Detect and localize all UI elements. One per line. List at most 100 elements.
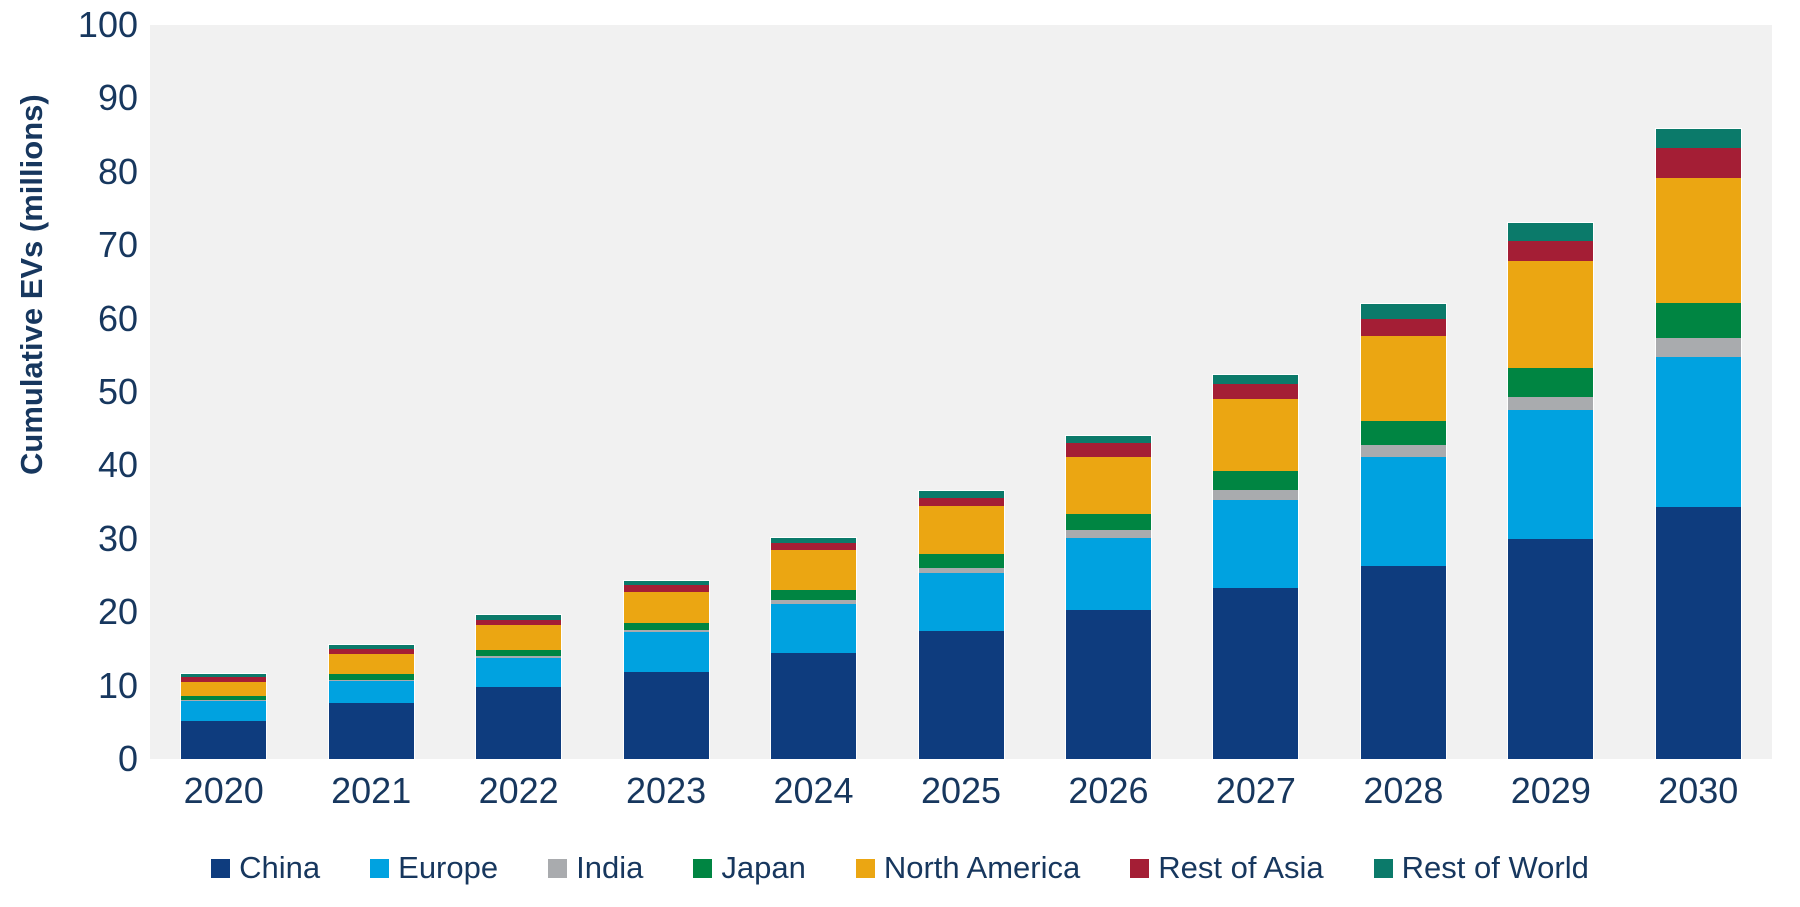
bar-segment-rest-of-asia — [623, 585, 709, 592]
y-tick-label: 10 — [97, 664, 138, 706]
bar-segment-rest-of-asia — [1065, 443, 1151, 457]
bar-segment-rest-of-world — [771, 538, 857, 544]
bar-segment-india — [1360, 444, 1446, 458]
bar-segment-japan — [623, 623, 709, 630]
legend-label: North America — [883, 850, 1081, 885]
bar-segment-north-america — [623, 591, 709, 624]
bar-segment-japan — [1655, 303, 1741, 339]
x-tick-label: 2020 — [183, 770, 264, 811]
bar-segment-japan — [1213, 470, 1299, 491]
legend-swatch-icon — [370, 858, 390, 878]
bar-segment-europe — [476, 657, 562, 688]
y-tick-label: 40 — [97, 444, 138, 486]
y-tick-label: 60 — [97, 297, 138, 339]
bar-segment-india — [918, 568, 1004, 574]
bar-segment-japan — [1360, 421, 1446, 445]
bar-2026 — [1064, 435, 1152, 760]
bar-segment-rest-of-asia — [1508, 240, 1594, 261]
bar-segment-rest-of-asia — [1360, 318, 1446, 337]
bar-segment-china — [328, 703, 414, 759]
x-tick-label: 2021 — [331, 770, 412, 811]
legend: China Europe India Japan North America Rest o… — [0, 845, 1800, 891]
bar-segment-china — [1213, 587, 1299, 759]
bar-segment-north-america — [1065, 456, 1151, 514]
legend-item-rest-of-asia: Rest of Asia — [1130, 850, 1324, 886]
bar-segment-rest-of-asia — [181, 676, 267, 682]
bar-segment-india — [1655, 338, 1741, 357]
bar-segment-rest-of-world — [623, 580, 709, 586]
bar-segment-china — [1065, 610, 1151, 759]
x-tick-label: 2025 — [920, 770, 1002, 811]
x-tick-label: 2030 — [1658, 770, 1739, 811]
x-tick-label: 2023 — [626, 770, 707, 811]
bar-segment-north-america — [476, 625, 562, 650]
bar-segment-japan — [328, 673, 414, 680]
bar-segment-rest-of-world — [1508, 223, 1594, 241]
legend-swatch-icon — [548, 858, 568, 878]
bar-segment-china — [1508, 538, 1594, 759]
bar-segment-rest-of-world — [328, 645, 414, 649]
plot-area — [150, 25, 1772, 761]
y-tick-label: 90 — [97, 77, 138, 119]
bar-segment-china — [181, 720, 267, 759]
x-tick-label: 2024 — [773, 770, 854, 811]
bar-segment-north-america — [181, 681, 267, 696]
legend-swatch-icon — [855, 858, 875, 878]
x-tick-label: 2022 — [478, 770, 559, 811]
bar-segment-china — [623, 671, 709, 759]
bar-segment-europe — [181, 701, 267, 721]
bar-segment-india — [476, 655, 562, 658]
bar-segment-rest-of-world — [476, 615, 562, 620]
bar-segment-china — [1360, 565, 1446, 759]
bar-segment-europe — [1508, 410, 1594, 539]
y-tick-label: 70 — [97, 224, 138, 266]
legend-label: Rest of World — [1401, 850, 1589, 885]
y-tick-label: 100 — [77, 4, 138, 45]
legend-item-rest-of-world: Rest of World — [1373, 850, 1589, 886]
bar-segment-india — [328, 679, 414, 681]
bar-segment-europe — [623, 632, 709, 672]
bar-segment-europe — [1655, 356, 1741, 508]
bar-segment-north-america — [918, 505, 1004, 555]
y-axis-title: Cumulative EVs (millions) — [14, 94, 49, 476]
bar-2025 — [917, 490, 1005, 760]
bar-segment-japan — [1508, 367, 1594, 398]
bar-segment-europe — [1360, 457, 1446, 566]
bar-segment-india — [1213, 490, 1299, 500]
legend-swatch-icon — [693, 858, 713, 878]
bar-segment-north-america — [1360, 336, 1446, 422]
bar-2024 — [770, 537, 858, 760]
bar-segment-north-america — [1655, 177, 1741, 304]
bar-segment-rest-of-asia — [918, 498, 1004, 506]
legend-swatch-icon — [1373, 858, 1393, 878]
bar-segment-europe — [1065, 538, 1151, 610]
legend-label: India — [576, 850, 644, 885]
bar-segment-japan — [181, 695, 267, 701]
bar-segment-rest-of-asia — [1213, 383, 1299, 400]
bar-segment-japan — [476, 649, 562, 656]
bar-2028 — [1359, 302, 1447, 761]
bar-segment-rest-of-asia — [328, 648, 414, 655]
bar-segment-europe — [918, 573, 1004, 632]
legend-item-north-america: North America — [855, 850, 1081, 886]
bar-segment-india — [623, 629, 709, 633]
bar-segment-rest-of-world — [1213, 375, 1299, 384]
bar-segment-europe — [1213, 499, 1299, 588]
bar-segment-china — [476, 687, 562, 759]
bar-segment-china — [771, 652, 857, 759]
bar-2030 — [1654, 128, 1742, 760]
x-tick-label: 2026 — [1068, 770, 1149, 811]
bar-segment-rest-of-world — [1065, 436, 1151, 444]
y-tick-label: 0 — [117, 738, 138, 779]
bar-segment-rest-of-asia — [771, 543, 857, 550]
x-tick-label: 2028 — [1363, 770, 1444, 811]
bar-segment-india — [1065, 530, 1151, 539]
legend-item-japan: Japan — [693, 850, 806, 886]
legend-swatch-icon — [1130, 858, 1150, 878]
bar-2027 — [1212, 374, 1300, 760]
bar-segment-china — [1655, 507, 1741, 759]
x-tick-label: 2027 — [1215, 770, 1296, 811]
bar-2022 — [475, 614, 563, 760]
bar-segment-europe — [328, 680, 414, 704]
